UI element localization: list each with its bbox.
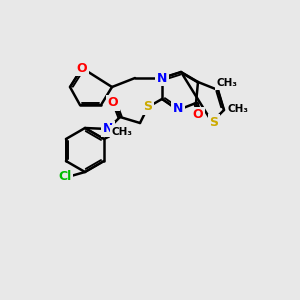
Text: CH₃: CH₃ [112,127,133,137]
Text: H: H [114,126,122,136]
Text: O: O [193,109,203,122]
Text: N: N [173,103,183,116]
Text: S: S [143,100,152,113]
Text: N: N [103,122,113,136]
Text: O: O [77,61,87,74]
Text: N: N [157,71,167,85]
Text: CH₃: CH₃ [227,104,248,114]
Text: CH₃: CH₃ [217,78,238,88]
Text: O: O [108,97,118,110]
Text: S: S [209,116,218,128]
Text: Cl: Cl [58,169,72,182]
